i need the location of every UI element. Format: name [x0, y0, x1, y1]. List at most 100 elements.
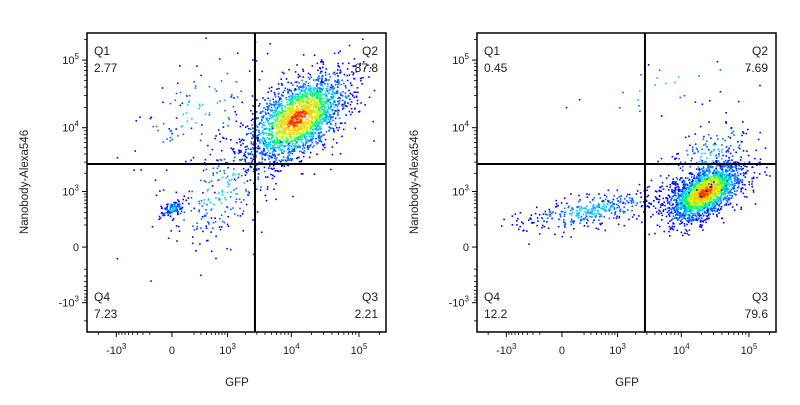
data-point: [331, 110, 333, 112]
data-point: [337, 75, 339, 77]
data-point: [297, 146, 299, 148]
data-point: [345, 87, 347, 89]
data-point: [314, 103, 316, 105]
data-point: [133, 169, 135, 171]
data-point: [215, 258, 217, 260]
data-point: [703, 219, 705, 221]
data-point: [655, 207, 657, 209]
data-point: [702, 195, 704, 197]
data-point: [313, 93, 315, 95]
data-point: [318, 137, 320, 139]
data-point: [237, 96, 239, 98]
data-point: [564, 225, 566, 227]
data-point: [686, 220, 688, 222]
data-point: [722, 174, 724, 176]
data-point: [175, 128, 177, 130]
data-point: [294, 133, 296, 135]
data-point: [187, 121, 189, 123]
data-point: [736, 170, 738, 172]
data-point: [233, 160, 235, 162]
data-point: [694, 219, 696, 221]
data-point: [705, 222, 707, 224]
data-point: [199, 104, 201, 106]
data-point: [286, 78, 288, 80]
data-point: [687, 218, 689, 220]
data-point: [267, 121, 269, 123]
data-point: [698, 213, 700, 215]
data-point: [278, 171, 280, 173]
data-point: [317, 89, 319, 91]
data-point: [677, 197, 679, 199]
data-point: [301, 90, 303, 92]
data-point: [202, 205, 204, 207]
data-point: [299, 138, 301, 140]
data-point: [666, 177, 668, 179]
data-point: [269, 130, 271, 132]
data-point: [288, 142, 290, 144]
data-point: [596, 206, 598, 208]
data-point: [735, 167, 737, 169]
data-point: [714, 175, 716, 177]
data-point: [697, 219, 699, 221]
data-point: [276, 118, 278, 120]
data-point: [727, 195, 729, 197]
data-point: [713, 196, 715, 198]
data-point: [337, 84, 339, 86]
quadrant-q1-value: 2.77: [94, 61, 118, 75]
data-point: [307, 139, 309, 141]
data-point: [732, 170, 734, 172]
data-point: [687, 214, 689, 216]
data-point: [215, 197, 217, 199]
data-point: [337, 106, 339, 108]
data-point: [678, 190, 680, 192]
data-point: [601, 222, 603, 224]
data-point: [279, 98, 281, 100]
data-point: [665, 197, 667, 199]
data-point: [766, 167, 768, 169]
data-point: [300, 161, 302, 163]
data-point: [694, 175, 696, 177]
data-point: [281, 109, 283, 111]
data-point: [269, 125, 271, 127]
data-point: [277, 113, 279, 115]
data-point: [736, 190, 738, 192]
data-point: [580, 219, 582, 221]
data-point: [211, 180, 213, 182]
data-point: [222, 191, 224, 193]
data-point: [740, 157, 742, 159]
data-point: [274, 149, 276, 151]
data-point: [266, 133, 268, 135]
data-point: [578, 201, 580, 203]
data-point: [681, 197, 683, 199]
data-point: [701, 204, 703, 206]
data-point: [263, 132, 265, 134]
data-point: [676, 213, 678, 215]
data-point: [330, 118, 332, 120]
data-point: [310, 88, 312, 90]
data-point: [587, 226, 589, 228]
data-point: [223, 170, 225, 172]
data-point: [241, 102, 243, 104]
data-point: [724, 204, 726, 206]
data-point: [640, 192, 642, 194]
data-point: [171, 204, 173, 206]
data-point: [292, 116, 294, 118]
data-point: [707, 175, 709, 177]
data-point: [658, 201, 660, 203]
data-point: [327, 122, 329, 124]
data-point: [680, 177, 682, 179]
data-point: [702, 206, 704, 208]
data-point: [713, 213, 715, 215]
data-point: [263, 148, 265, 150]
data-point: [327, 98, 329, 100]
data-point: [281, 149, 283, 151]
data-point: [240, 144, 242, 146]
data-point: [327, 83, 329, 85]
data-point: [278, 119, 280, 121]
data-point: [740, 179, 742, 181]
data-point: [242, 143, 244, 145]
data-point: [268, 158, 270, 160]
data-point: [277, 129, 279, 131]
data-point: [177, 213, 179, 215]
data-point: [592, 199, 594, 201]
